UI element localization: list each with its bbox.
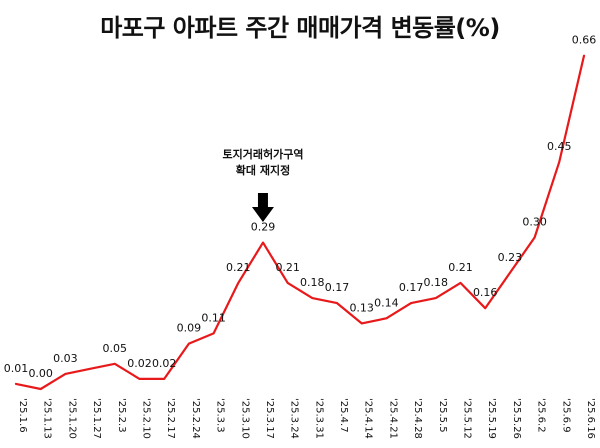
data-label: 0.18 [424, 276, 449, 289]
data-label: 0.11 [201, 311, 226, 324]
x-tick-label: '25.4.28 [412, 398, 423, 439]
series-line [14, 54, 586, 391]
x-tick-label: '25.1.27 [91, 398, 102, 439]
x-tick-label: '25.6.2 [536, 398, 547, 433]
data-label: 0.66 [572, 34, 597, 47]
data-label: 0.23 [498, 251, 523, 264]
x-tick-label: '25.3.31 [313, 398, 324, 439]
x-tick-label: '25.4.14 [363, 398, 374, 439]
x-tick-label: '25.5.12 [462, 398, 473, 439]
data-label: 0.30 [522, 216, 547, 229]
x-tick-label: '25.6.16 [585, 398, 596, 439]
data-label: 0.05 [103, 342, 128, 355]
data-label: 0.00 [28, 367, 53, 380]
x-tick-label: '25.3.17 [264, 398, 275, 439]
data-label: 0.09 [177, 322, 202, 335]
data-labels: 0.01 0.000.03 0.05 0.02 0.02 0.090.11 0.21 0.29… [4, 34, 597, 380]
x-tick-label: '25.1.20 [66, 398, 77, 439]
data-label: 0.17 [399, 281, 424, 294]
data-label: 0.29 [251, 221, 276, 234]
data-label: 0.17 [325, 281, 350, 294]
annotation-text: 확대 재지정 [236, 163, 290, 177]
x-tick-label: '25.3.10 [239, 398, 250, 439]
data-label: 0.21 [275, 261, 300, 274]
x-tick-label: '25.5.19 [486, 398, 497, 439]
chart-title: 마포구 아파트 주간 매매가격 변동률(%) [100, 14, 500, 42]
data-label: 0.21 [448, 261, 473, 274]
data-label: 0.02 [127, 357, 152, 370]
annotation-text: 토지거래허가구역 [223, 147, 304, 161]
x-tick-label: '25.5.26 [511, 398, 522, 439]
data-label: 0.45 [547, 140, 572, 153]
data-label: 0.16 [473, 286, 498, 299]
x-tick-label: '25.1.6 [17, 398, 28, 433]
x-tick-label: '25.1.13 [42, 398, 53, 439]
x-tick-label: '25.3.3 [215, 398, 226, 433]
data-label: 0.21 [226, 261, 251, 274]
x-tick-label: '25.5.5 [437, 398, 448, 433]
x-tick-label: '25.4.21 [387, 398, 398, 439]
data-label: 0.02 [152, 357, 177, 370]
data-label: 0.01 [4, 362, 29, 375]
x-tick-label: '25.2.24 [190, 398, 201, 439]
x-tick-label: '25.3.24 [289, 398, 300, 439]
x-tick-label: '25.2.10 [141, 398, 152, 439]
down-arrow-icon [251, 193, 274, 222]
data-label: 0.14 [374, 296, 399, 309]
x-axis-tick-labels: '25.1.6 '25.1.13 '25.1.20 '25.1.27 '25.2.3 '2… [17, 398, 596, 439]
data-label: 0.18 [300, 276, 325, 289]
data-label: 0.13 [349, 301, 374, 314]
data-label: 0.03 [53, 352, 78, 365]
x-tick-label: '25.4.7 [338, 398, 349, 433]
x-tick-label: '25.6.9 [560, 398, 571, 433]
x-tick-label: '25.2.17 [165, 398, 176, 439]
x-tick-label: '25.2.3 [116, 398, 127, 433]
